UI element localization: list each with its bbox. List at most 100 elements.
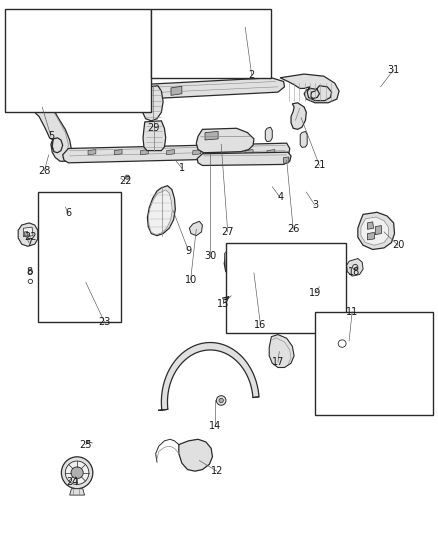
- Polygon shape: [55, 274, 71, 290]
- Text: 12: 12: [211, 466, 223, 476]
- Text: 26: 26: [287, 224, 300, 235]
- Text: 4: 4: [277, 192, 283, 203]
- Polygon shape: [196, 128, 254, 153]
- Polygon shape: [63, 143, 290, 163]
- Text: 15: 15: [217, 298, 230, 309]
- Polygon shape: [311, 274, 328, 294]
- Text: 31: 31: [388, 65, 400, 75]
- Polygon shape: [324, 316, 378, 365]
- Polygon shape: [197, 35, 204, 41]
- Text: 18: 18: [348, 267, 360, 277]
- Polygon shape: [300, 132, 307, 148]
- Bar: [38, 192, 121, 322]
- Ellipse shape: [219, 398, 223, 402]
- Ellipse shape: [65, 461, 89, 484]
- Polygon shape: [101, 36, 113, 46]
- Polygon shape: [57, 198, 71, 215]
- Ellipse shape: [61, 457, 93, 489]
- Polygon shape: [224, 246, 279, 274]
- Polygon shape: [179, 439, 212, 471]
- Polygon shape: [86, 90, 95, 99]
- Text: 25: 25: [80, 440, 92, 450]
- Bar: [226, 243, 346, 333]
- Polygon shape: [64, 201, 89, 254]
- Polygon shape: [367, 222, 374, 229]
- Polygon shape: [88, 150, 96, 155]
- Polygon shape: [228, 251, 275, 271]
- Ellipse shape: [71, 467, 83, 479]
- Polygon shape: [18, 223, 38, 246]
- Polygon shape: [358, 212, 395, 249]
- Polygon shape: [114, 150, 122, 155]
- Polygon shape: [284, 157, 289, 164]
- Polygon shape: [66, 276, 81, 290]
- Polygon shape: [143, 86, 163, 121]
- Ellipse shape: [72, 281, 76, 286]
- Text: 30: 30: [204, 251, 216, 261]
- Ellipse shape: [125, 175, 130, 179]
- Polygon shape: [245, 150, 253, 155]
- Polygon shape: [143, 121, 166, 151]
- Ellipse shape: [60, 280, 65, 285]
- Polygon shape: [189, 221, 202, 236]
- Polygon shape: [267, 150, 275, 155]
- Text: 19: 19: [309, 288, 321, 298]
- Polygon shape: [73, 30, 85, 38]
- Polygon shape: [159, 343, 259, 410]
- Text: 8: 8: [26, 267, 32, 277]
- Text: 23: 23: [99, 317, 111, 327]
- Text: 6: 6: [65, 208, 71, 219]
- Ellipse shape: [86, 440, 90, 443]
- Text: 10: 10: [184, 275, 197, 285]
- Polygon shape: [291, 103, 306, 130]
- Polygon shape: [237, 31, 252, 38]
- Bar: [315, 312, 433, 415]
- Polygon shape: [141, 150, 148, 155]
- Polygon shape: [67, 46, 72, 52]
- Polygon shape: [361, 217, 389, 245]
- Text: 20: 20: [392, 240, 404, 250]
- Polygon shape: [148, 185, 175, 236]
- Text: 22: 22: [24, 232, 37, 243]
- Polygon shape: [35, 103, 71, 161]
- Text: 27: 27: [222, 227, 234, 237]
- Polygon shape: [65, 78, 285, 103]
- Polygon shape: [375, 225, 381, 235]
- Text: 9: 9: [185, 246, 191, 255]
- Text: 3: 3: [312, 200, 318, 211]
- Polygon shape: [70, 489, 85, 495]
- Polygon shape: [269, 335, 294, 368]
- Polygon shape: [17, 14, 51, 44]
- Polygon shape: [219, 150, 227, 155]
- Text: 14: 14: [208, 421, 221, 431]
- Polygon shape: [24, 231, 28, 236]
- Polygon shape: [63, 197, 92, 256]
- Polygon shape: [95, 21, 103, 28]
- Text: 28: 28: [38, 166, 50, 176]
- Text: 22: 22: [119, 176, 131, 187]
- Polygon shape: [193, 150, 201, 155]
- Text: 24: 24: [67, 477, 79, 487]
- Polygon shape: [160, 26, 259, 31]
- Text: 16: 16: [254, 320, 267, 330]
- Polygon shape: [327, 322, 364, 358]
- Polygon shape: [171, 86, 182, 95]
- Polygon shape: [166, 150, 174, 155]
- Polygon shape: [224, 248, 230, 274]
- Text: 29: 29: [147, 123, 160, 133]
- Polygon shape: [148, 190, 172, 235]
- Bar: [5, 9, 151, 112]
- Polygon shape: [237, 255, 243, 262]
- Text: 5: 5: [48, 131, 54, 141]
- Text: 21: 21: [313, 160, 325, 171]
- Bar: [151, 9, 272, 78]
- Text: 1: 1: [179, 163, 185, 173]
- Polygon shape: [265, 127, 272, 142]
- Polygon shape: [346, 259, 363, 276]
- Text: 11: 11: [346, 306, 358, 317]
- Polygon shape: [367, 232, 374, 240]
- Polygon shape: [280, 74, 339, 103]
- Ellipse shape: [216, 395, 226, 405]
- Text: 17: 17: [272, 357, 284, 367]
- Text: 7: 7: [26, 238, 32, 247]
